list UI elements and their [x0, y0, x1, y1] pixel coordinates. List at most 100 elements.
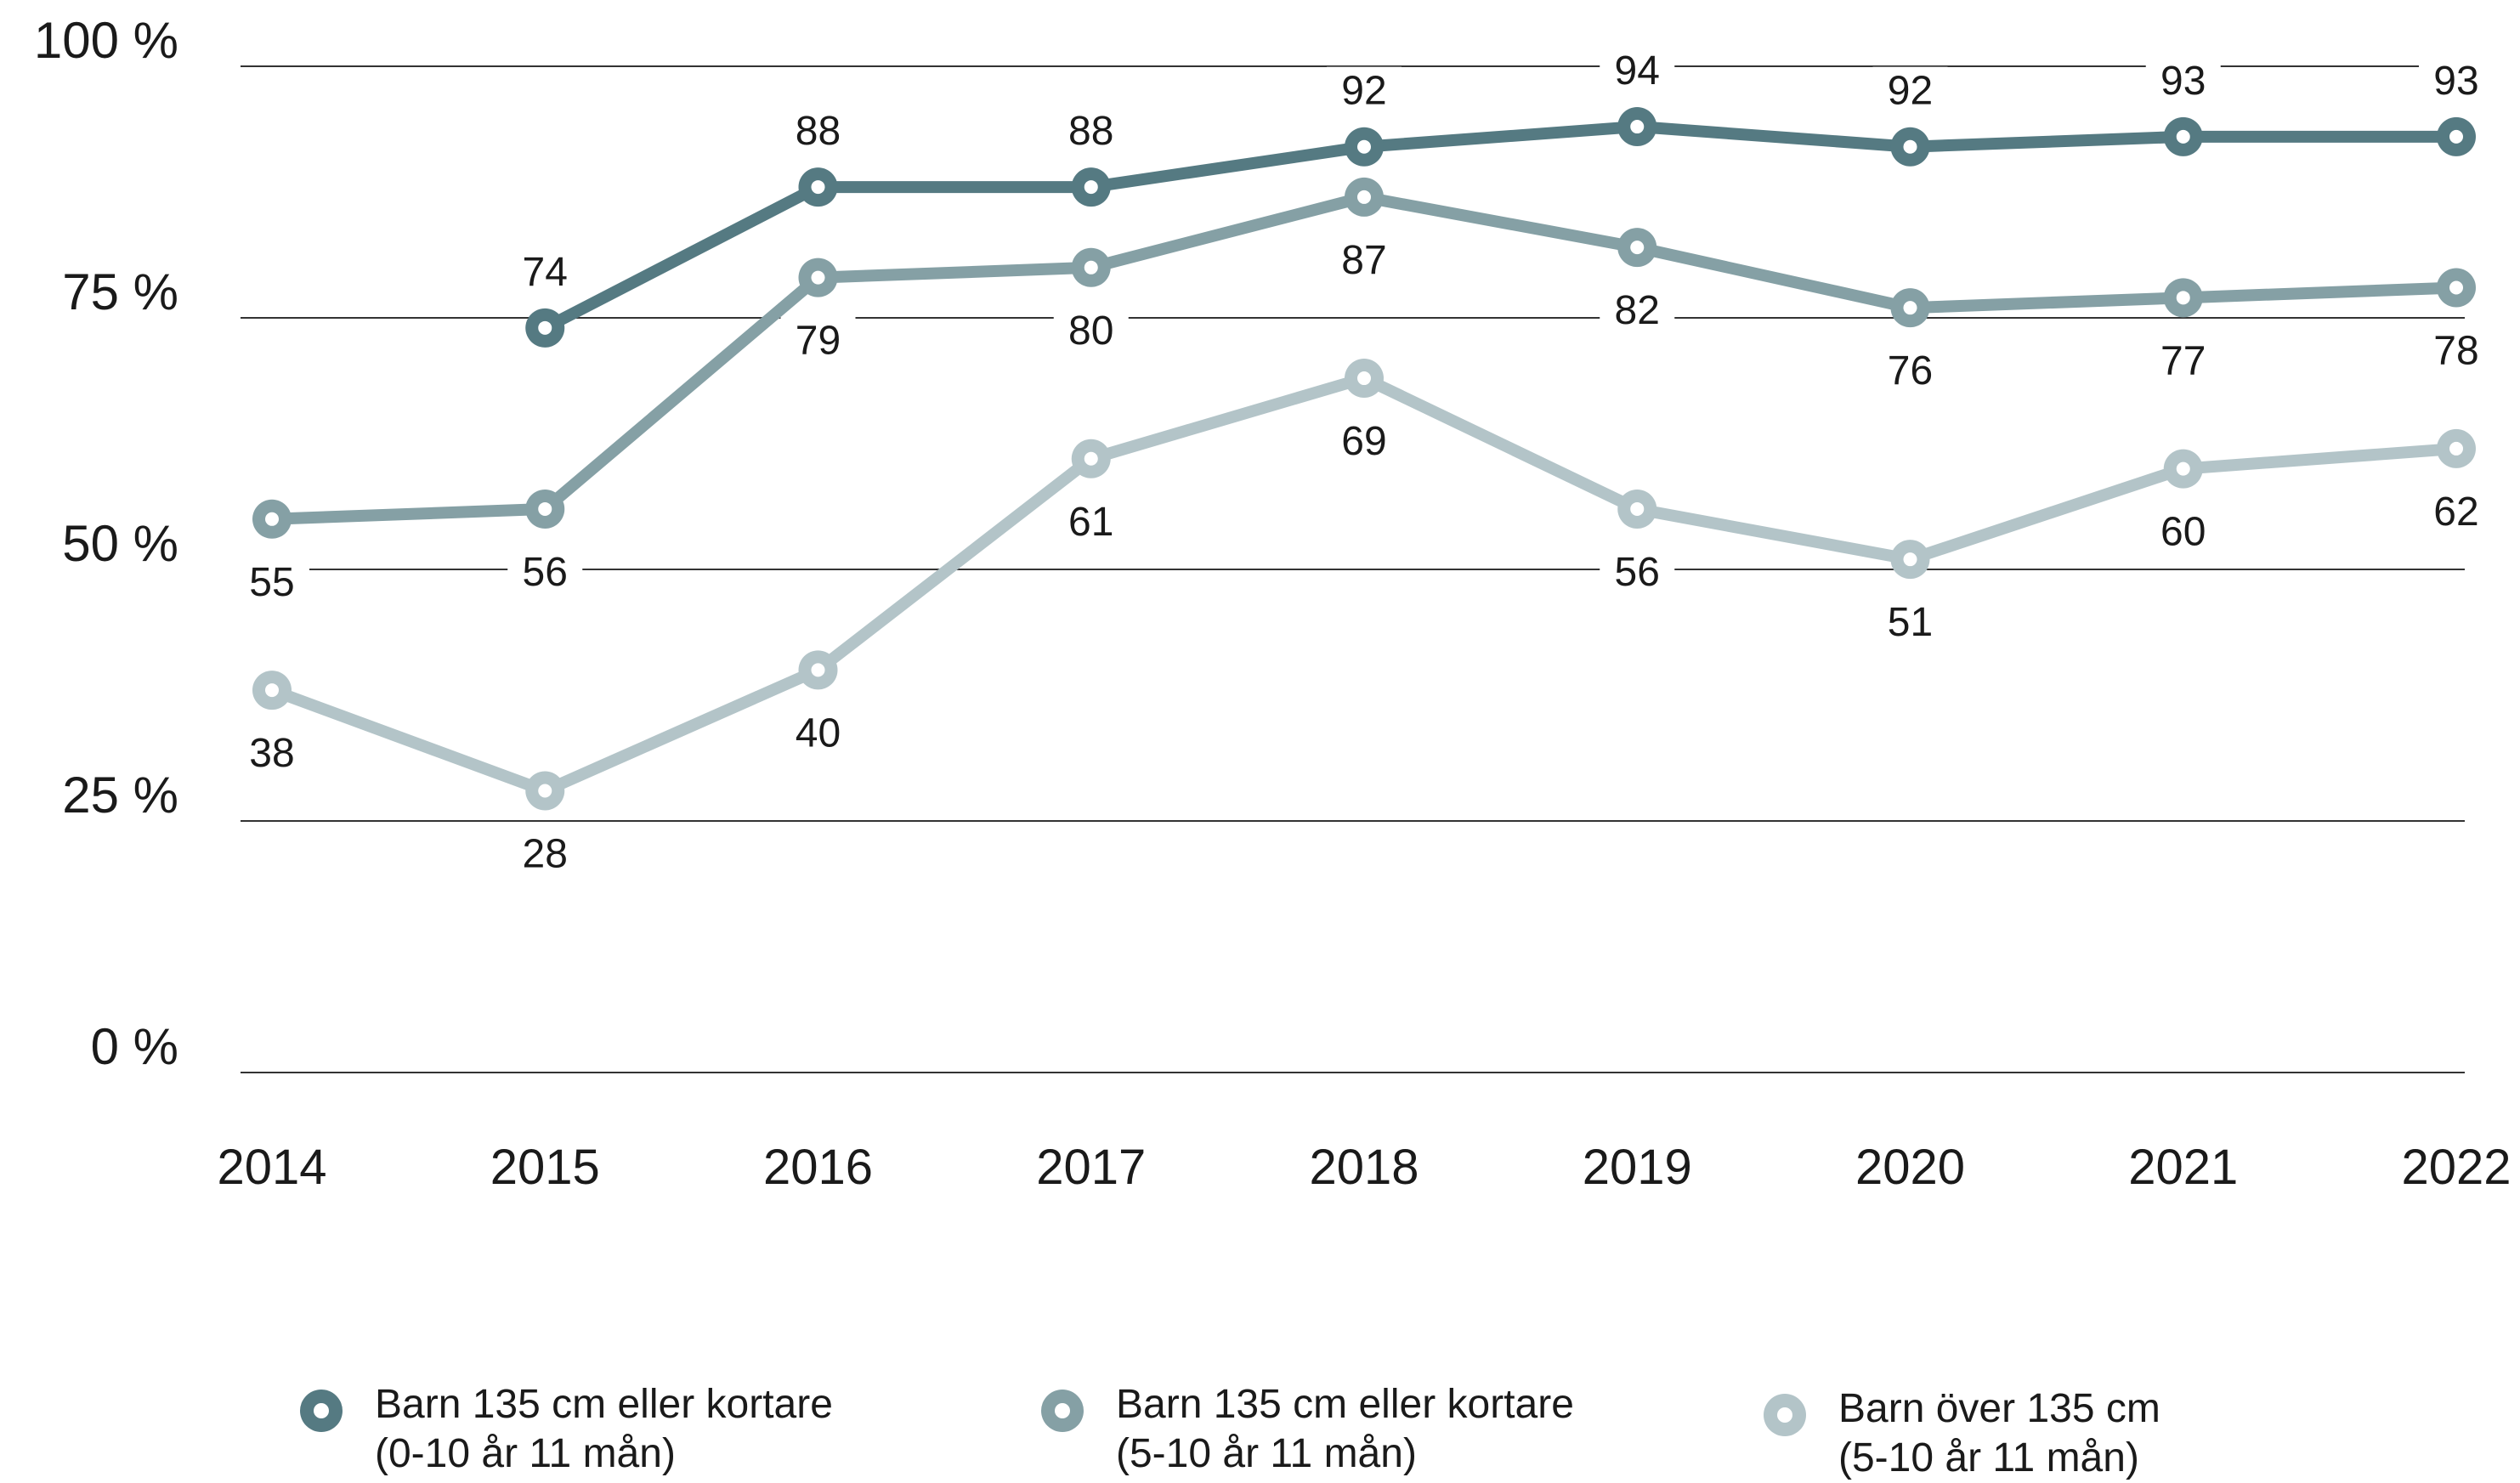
y-tick-label-50: 50 % [62, 515, 178, 572]
series-1-point-hole-2015 [538, 320, 552, 335]
series-1-label-2017: 88 [1068, 109, 1113, 154]
series-2-label-2014: 55 [249, 560, 294, 605]
series-3-point-hole-2022 [2449, 441, 2463, 456]
series-1-label-2015: 74 [523, 250, 568, 295]
y-tick-label-25: 25 % [62, 767, 178, 824]
series-2-point-hole-2019 [1630, 241, 1645, 255]
legend-label-1-line-2: (0-10 år 11 mån) [375, 1431, 676, 1476]
series-2-point-hole-2018 [1357, 190, 1371, 204]
series-1-line [539, 121, 2462, 334]
series-3-label-bg-2018 [1327, 417, 1402, 466]
legend-label-3-line-1: Barn över 135 cm [1838, 1386, 2160, 1431]
series-1-label-bg-2020 [1872, 66, 1948, 115]
series-2-label-2021: 77 [2160, 338, 2206, 383]
series-3-point-hole-2020 [1903, 552, 1917, 567]
legend: Barn 135 cm eller kortare(0-10 år 11 mån… [300, 1382, 2160, 1480]
series-1-label-bg-2015 [507, 247, 583, 296]
series-2-label-2022: 78 [2433, 328, 2478, 373]
x-tick-label-2021: 2021 [2128, 1140, 2238, 1195]
series-3-point-hole-2018 [1357, 371, 1371, 386]
series-3-label-bg-2016 [780, 709, 856, 757]
series-3-label-bg-2021 [2145, 507, 2221, 556]
series-2-label-2016: 79 [796, 319, 841, 364]
series-2-label-bg-2017 [1053, 306, 1129, 354]
series-2-label-2019: 82 [1615, 288, 1660, 333]
legend-marker-hole-3 [1777, 1407, 1792, 1423]
gridlines [241, 65, 2465, 1073]
series-3-label-bg-2019 [1600, 547, 1675, 596]
x-tick-label-2017: 2017 [1036, 1140, 1146, 1195]
series-3-label-bg-2017 [1053, 497, 1129, 546]
series-3-point-hole-2021 [2176, 461, 2190, 476]
series-1-point-hole-2016 [811, 180, 825, 195]
series-3-label-2017: 61 [1068, 500, 1113, 545]
legend-label-1-line-1: Barn 135 cm eller kortare [375, 1382, 833, 1427]
legend-marker-hole-1 [314, 1403, 329, 1418]
y-tick-label-75: 75 % [62, 263, 178, 320]
x-tick-label-2016: 2016 [763, 1140, 873, 1195]
series-3-point-hole-2014 [265, 683, 279, 698]
series-1-label-2018: 92 [1341, 69, 1386, 114]
series-3-label-2015: 28 [523, 831, 568, 876]
series-3-point-hole-2017 [1084, 451, 1098, 466]
series-2-label-bg-2022 [2419, 326, 2494, 375]
series-2-label-2018: 87 [1341, 238, 1386, 283]
series-1-label-bg-2021 [2145, 56, 2221, 105]
series-3-point-hole-2016 [811, 663, 825, 677]
series-3-label-bg-2014 [235, 729, 309, 778]
legend-label-2-line-2: (5-10 år 11 mån) [1116, 1431, 1417, 1476]
series-1-label-2022: 93 [2433, 59, 2478, 104]
series-1-point-hole-2019 [1630, 120, 1645, 134]
x-tick-label-2022: 2022 [2401, 1140, 2511, 1195]
series-2-label-bg-2020 [1872, 347, 1948, 395]
series-3-label-2019: 56 [1615, 550, 1660, 595]
legend-marker-hole-2 [1055, 1403, 1070, 1418]
legend-label-2-line-1: Barn 135 cm eller kortare [1116, 1382, 1574, 1427]
series-1-point-hole-2018 [1357, 139, 1371, 154]
series-2-point-hole-2014 [265, 512, 279, 526]
series-1-point-hole-2021 [2176, 129, 2190, 144]
series-3-point-hole-2015 [538, 784, 552, 798]
series-3-label-bg-2022 [2419, 487, 2494, 535]
series-1-label-bg-2022 [2419, 56, 2494, 105]
series-2-point-hole-2017 [1084, 260, 1098, 275]
series-2-label-bg-2014 [235, 558, 309, 606]
legend-label-3-line-2: (5-10 år 11 mån) [1838, 1435, 2139, 1480]
series-2-point-hole-2021 [2176, 291, 2190, 305]
series-2-label-2020: 76 [1888, 348, 1933, 393]
series-1-point-hole-2022 [2449, 129, 2463, 144]
series-3-point-hole-2019 [1630, 501, 1645, 516]
x-tick-label-2018: 2018 [1309, 1140, 1419, 1195]
series-1-label-bg-2018 [1327, 66, 1402, 115]
series-1-point-hole-2017 [1084, 180, 1098, 195]
y-tick-label-100: 100 % [34, 12, 178, 69]
series-2-label-bg-2018 [1327, 235, 1402, 284]
series-1-label-bg-2016 [780, 107, 856, 156]
series-2-point-hole-2022 [2449, 280, 2463, 295]
series-2-label-2017: 80 [1068, 308, 1113, 354]
series-group [252, 107, 2476, 811]
y-tick-label-0: 0 % [91, 1018, 178, 1075]
series-1-label-2016: 88 [796, 109, 841, 154]
series-1-label-bg-2017 [1053, 107, 1129, 156]
series-3-label-2021: 60 [2160, 510, 2206, 555]
series-2-point-hole-2016 [811, 270, 825, 285]
series-3-label-2014: 38 [249, 731, 294, 776]
series-1-label-2019: 94 [1615, 48, 1660, 93]
series-3-label-2016: 40 [796, 710, 841, 756]
series-3-label-2020: 51 [1888, 600, 1933, 645]
series-3-label-2022: 62 [2433, 490, 2478, 535]
series-2-point-hole-2015 [538, 501, 552, 516]
x-axis-ticks: 2014 2015 2016 2017 2018 2019 2020 2021 2022 [217, 1140, 2511, 1195]
y-axis-ticks: 0 % 25 % 50 % 75 % 100 % [34, 12, 178, 1075]
series-3-label-bg-2020 [1872, 598, 1948, 647]
x-tick-label-2019: 2019 [1583, 1140, 1692, 1195]
x-tick-label-2015: 2015 [490, 1140, 600, 1195]
series-2-label-bg-2015 [507, 547, 583, 596]
series-1-label-bg-2019 [1600, 47, 1675, 95]
series-3-label-bg-2015 [507, 829, 583, 878]
series-2-label-bg-2019 [1600, 286, 1675, 335]
series-2-label-bg-2021 [2145, 337, 2221, 385]
series-1-label-2021: 93 [2160, 59, 2206, 104]
